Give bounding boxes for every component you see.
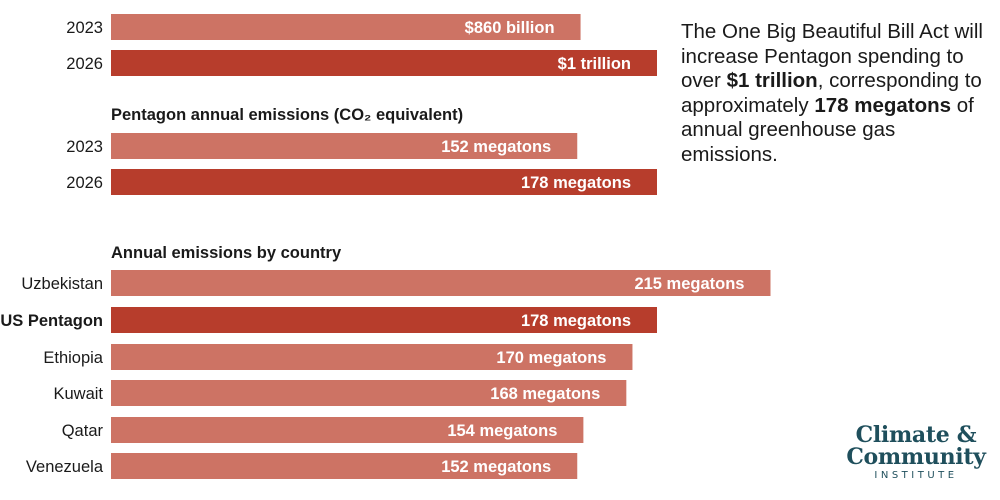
annotation-text: The One Big Beautiful Bill Act will incr… [681,20,996,167]
chart-1-data-label-2: $1 trillion [558,55,631,73]
chart-3-bar-4 [111,380,627,406]
chart-3-category-label-3: Ethiopia [43,349,103,367]
chart-2-category-label-1: 2023 [66,138,103,156]
chart-3-data-label-4: 168 megatons [490,385,600,403]
chart-3-category-label-1: Uzbekistan [21,275,103,293]
note-highlight-budget: $1 trillion [726,69,818,92]
chart-1-category-label-2: 2026 [66,55,103,73]
chart-1-data-label-1: $860 billion [465,19,555,37]
chart-3-title: Annual emissions by country [111,244,342,262]
chart-2-data-label-1: 152 megatons [441,138,551,156]
logo-line-1: Climate & [855,422,977,448]
chart-3-data-label-1: 215 megatons [634,275,744,293]
chart-2-bar-2 [111,169,657,195]
chart-1-bar-1 [111,14,581,40]
chart-3-data-label-5: 154 megatons [447,422,557,440]
chart-3-category-label-4: Kuwait [53,385,103,403]
chart-3-bar-3 [111,344,633,370]
chart-3-category-label-2: US Pentagon [0,312,103,330]
chart-3-category-label-5: Qatar [62,422,104,440]
chart-3-bar-5 [111,417,584,443]
chart-2-bar-1 [111,133,578,159]
chart-2-title: Pentagon annual emissions (CO₂ equivalen… [111,106,463,124]
chart-2-data-label-2: 178 megatons [521,174,631,192]
chart-3-data-label-6: 152 megatons [441,458,551,476]
logo-line-2: Community [846,444,986,470]
logo-line-3: INSTITUTE [874,470,958,481]
note-part-3: of annual greenhouse gas emissions. [681,93,974,166]
note-part-2: , corresponding to approximately [681,69,982,117]
chart-2-category-label-2: 2026 [66,174,103,192]
chart-3-category-label-6: Venezuela [26,458,104,476]
note-part-1: The One Big Beautiful Bill Act will incr… [681,20,983,92]
note-highlight-emissions: 178 megatons [814,93,952,117]
chart-3-bar-6 [111,453,578,479]
chart-3-data-label-2: 178 megatons [521,312,631,330]
climate-community-institute-logo: Climate & Community INSTITUTE [846,424,986,481]
chart-3-bar-2 [111,307,657,333]
chart-1-bar-2 [111,50,657,76]
chart-3-bar-1 [111,270,771,296]
chart-1-category-label-1: 2023 [66,19,103,37]
chart-3-data-label-3: 170 megatons [496,349,606,367]
